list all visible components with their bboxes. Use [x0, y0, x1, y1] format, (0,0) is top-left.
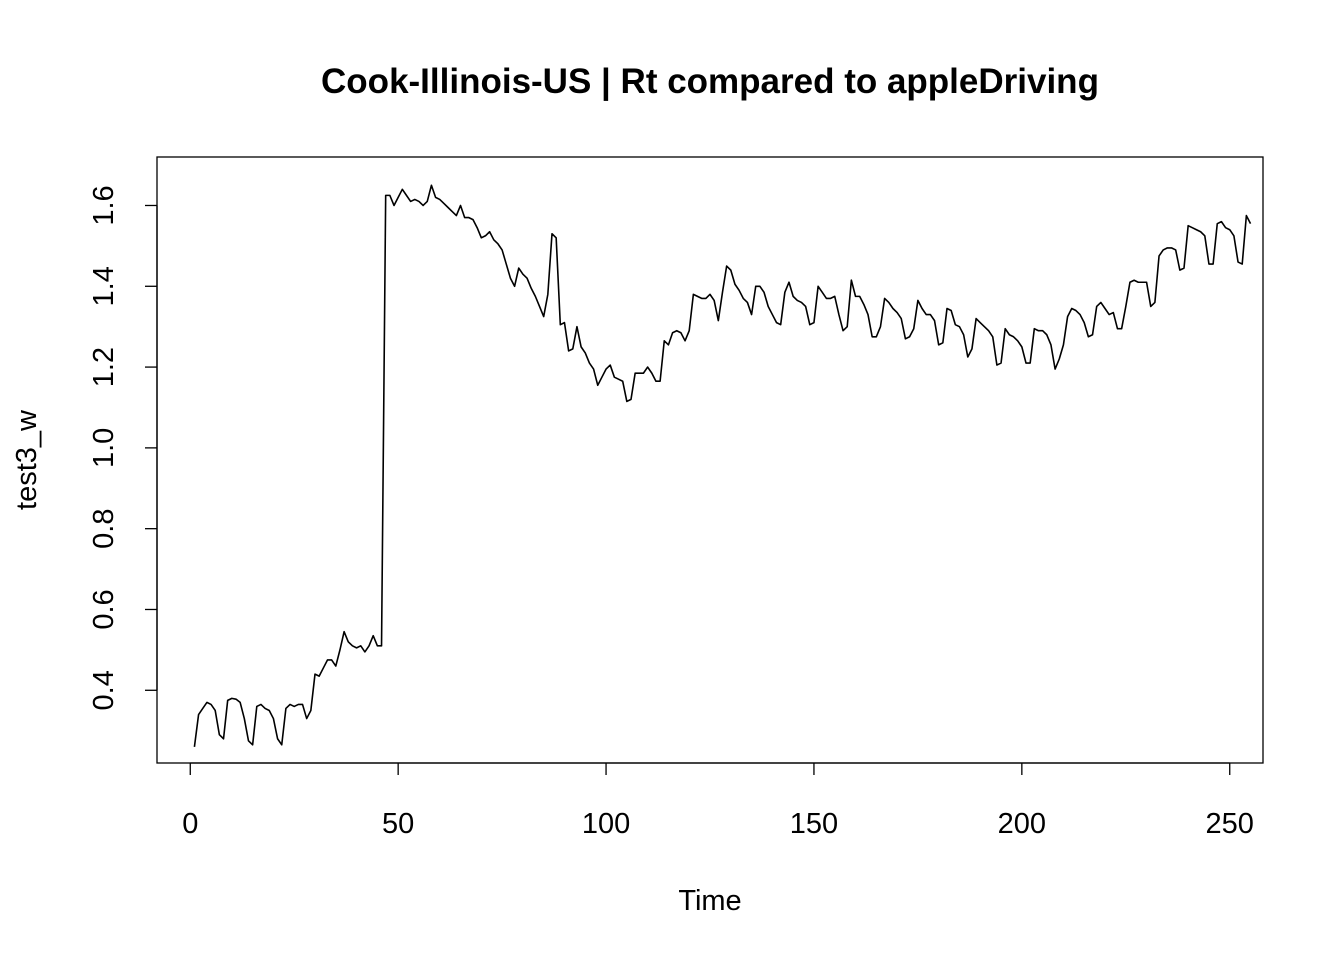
x-tick-label: 50: [382, 808, 414, 840]
y-axis: 0.4 0.6 0.8 1.0 1.2 1.4 1.6: [88, 185, 158, 710]
chart-title: Cook-Illinois-US | Rt compared to appleD…: [321, 62, 1099, 101]
x-tick-label: 250: [1206, 808, 1254, 840]
y-tick-label: 1.6: [88, 185, 120, 225]
y-tick-label: 1.0: [88, 428, 120, 468]
plot-frame: [156, 156, 1264, 764]
x-axis: 0 50 100 150 200 250: [182, 762, 1254, 840]
series-group: [193, 184, 1252, 747]
x-tick-label: 200: [998, 808, 1046, 840]
x-tick-label: 100: [582, 808, 630, 840]
y-tick-label: 0.4: [88, 670, 120, 710]
y-tick-label: 1.4: [88, 266, 120, 306]
x-tick-label: 150: [790, 808, 838, 840]
x-axis-label: Time: [678, 885, 741, 917]
series-line: [193, 184, 1252, 747]
x-tick-label: 0: [182, 808, 198, 840]
y-tick-label: 0.6: [88, 589, 120, 629]
y-axis-label: test3_w: [11, 409, 43, 510]
y-tick-label: 0.8: [88, 509, 120, 549]
y-tick-label: 1.2: [88, 347, 120, 387]
